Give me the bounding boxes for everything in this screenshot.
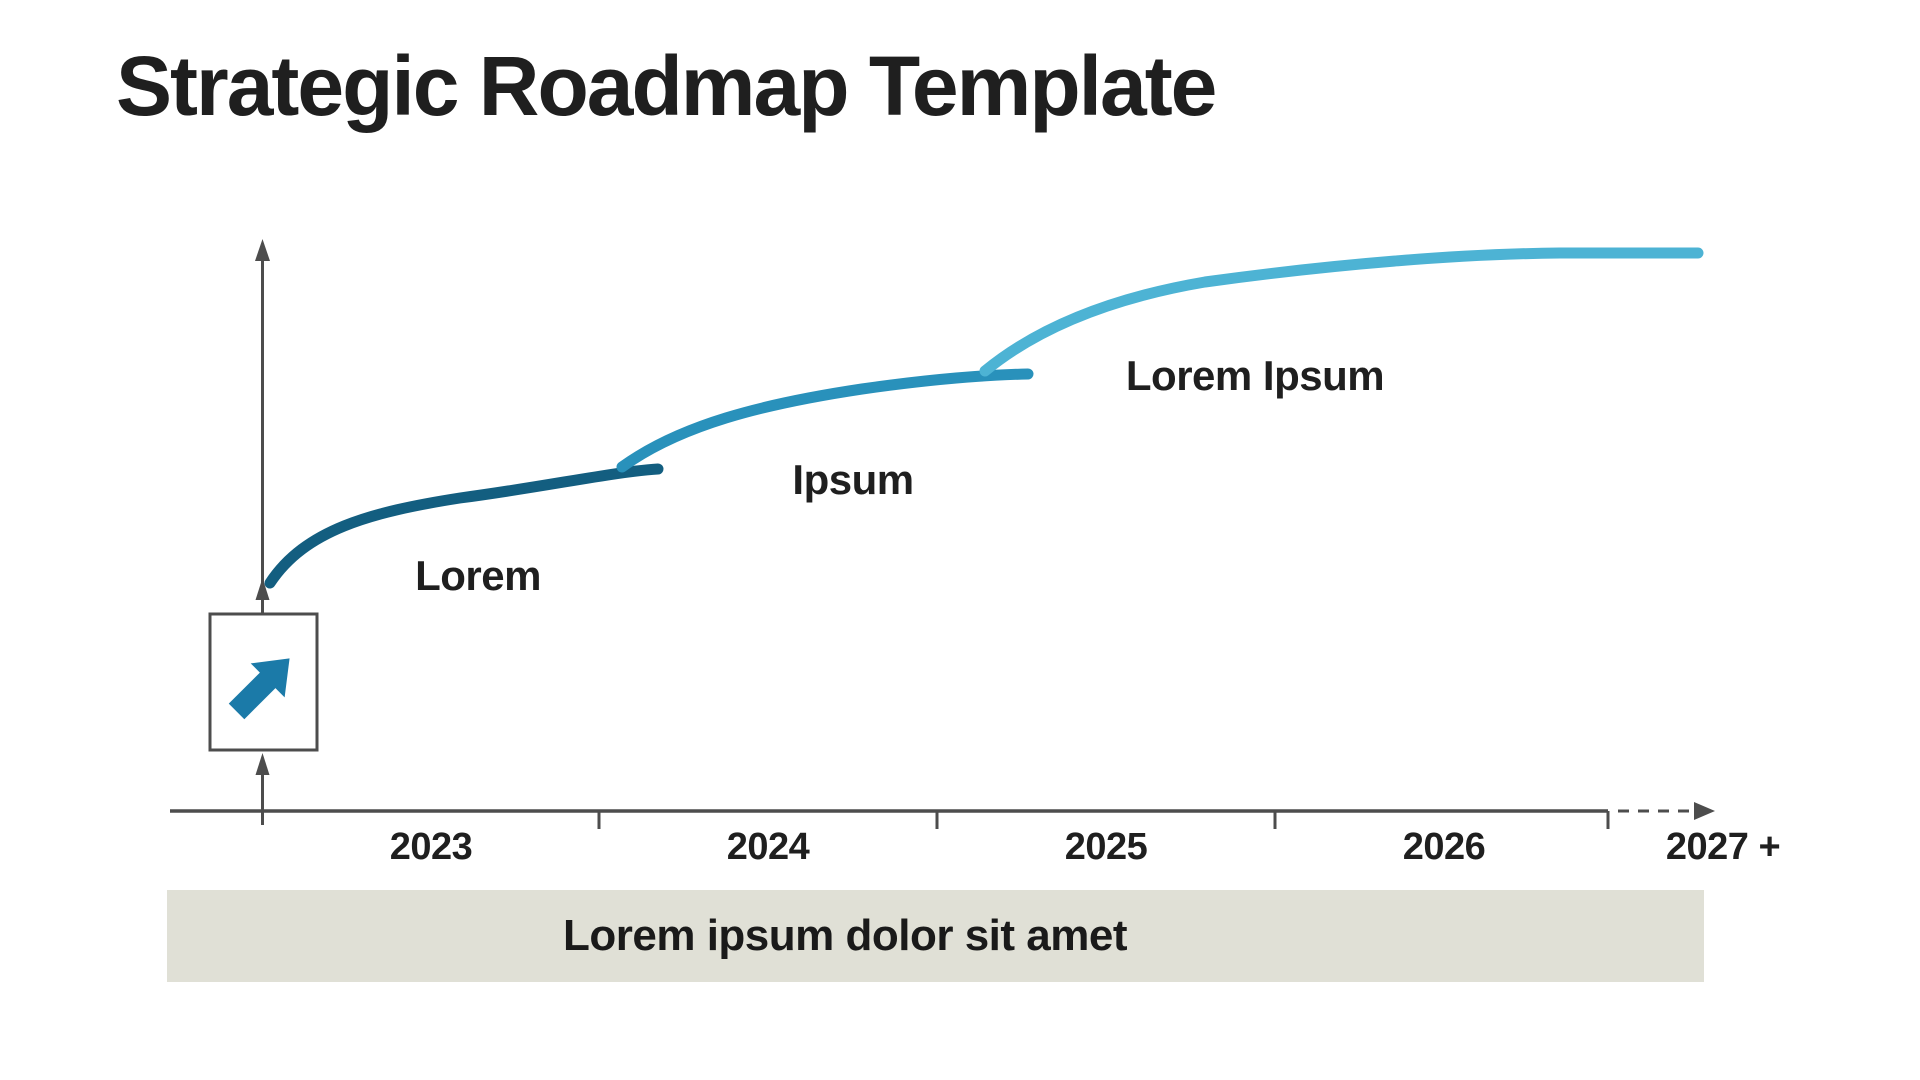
year-label-2027-plus: 2027 + [1665,826,1781,868]
footer-text: Lorem ipsum dolor sit amet [563,911,1127,960]
phase-curve-2 [616,368,1034,473]
phase-curve-1 [264,463,664,589]
x-axis-arrowhead-icon [1694,802,1715,820]
curve-start-arrowhead-icon [255,578,270,600]
year-label-2026: 2026 [1402,826,1486,868]
phase-label-ipsum: Ipsum [792,456,914,503]
page-title: Strategic Roadmap Template [116,39,1217,133]
start-box-arrowhead-icon [255,753,270,775]
year-label-2023: 2023 [389,826,473,868]
phase-label-lorem: Lorem [415,552,541,599]
phase-curve-3 [979,247,1704,377]
trend-up-arrow-icon [228,658,290,720]
y-axis-arrowhead-icon [255,239,270,261]
year-label-2025: 2025 [1064,826,1148,868]
footer-banner: Lorem ipsum dolor sit amet [167,890,1704,982]
year-label-2024: 2024 [726,826,810,868]
phase-label-lorem-ipsum: Lorem Ipsum [1125,352,1385,399]
